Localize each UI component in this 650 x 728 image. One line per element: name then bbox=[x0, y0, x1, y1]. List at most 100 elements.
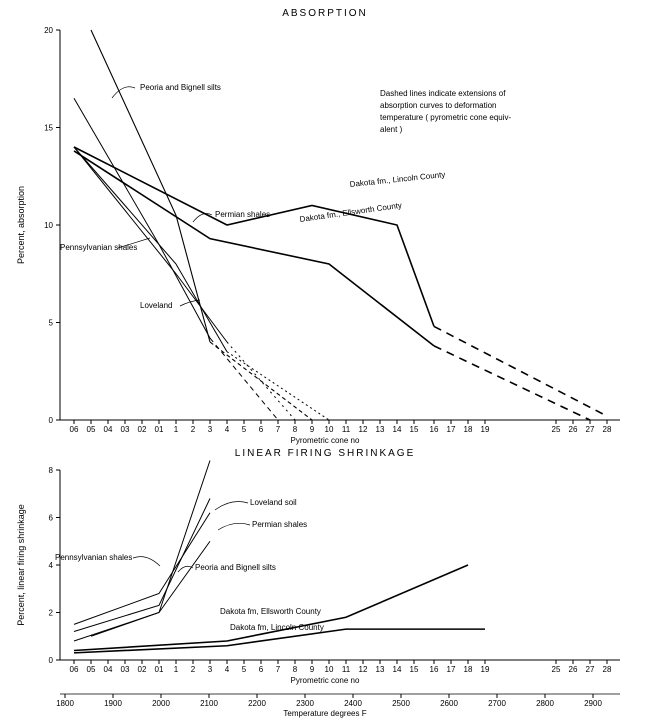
xtick: 25 bbox=[552, 425, 561, 434]
temp-tick: 2100 bbox=[200, 699, 218, 708]
xtick: 7 bbox=[276, 665, 281, 674]
xtick: 4 bbox=[225, 425, 230, 434]
xtick: 18 bbox=[464, 425, 473, 434]
chart-title: LINEAR FIRING SHRINKAGE bbox=[235, 448, 415, 459]
y-axis-label: Percent, absorption bbox=[16, 186, 26, 264]
series-line bbox=[74, 147, 434, 326]
series-label: Pennsylvanian shales bbox=[60, 243, 137, 252]
xtick: 13 bbox=[376, 665, 385, 674]
xtick: 15 bbox=[410, 665, 419, 674]
ytick: 4 bbox=[49, 561, 54, 570]
temp-tick: 2800 bbox=[536, 699, 554, 708]
ytick: 10 bbox=[44, 221, 53, 230]
xtick: 27 bbox=[586, 665, 595, 674]
xtick: 2 bbox=[191, 665, 196, 674]
xtick: 25 bbox=[552, 665, 561, 674]
series-label: Dakota fm, Ellsworth County bbox=[220, 607, 321, 616]
xtick: 06 bbox=[70, 425, 79, 434]
chart-note: Dashed lines indicate extensions of bbox=[380, 89, 506, 98]
xtick: 3 bbox=[208, 665, 213, 674]
temp-tick: 2300 bbox=[296, 699, 314, 708]
xtick: 01 bbox=[155, 665, 164, 674]
xtick: 27 bbox=[586, 425, 595, 434]
xtick: 26 bbox=[569, 665, 578, 674]
label-leader bbox=[178, 566, 193, 572]
temp-tick: 2400 bbox=[344, 699, 362, 708]
xtick: 04 bbox=[104, 665, 113, 674]
label-leader bbox=[215, 502, 248, 510]
xtick: 03 bbox=[121, 425, 130, 434]
chart-title: ABSORPTION bbox=[282, 8, 368, 19]
series-line-ext bbox=[210, 342, 312, 420]
xtick: 1 bbox=[174, 425, 179, 434]
xtick: 04 bbox=[104, 425, 113, 434]
xtick: 28 bbox=[603, 425, 612, 434]
chart-note: temperature ( pyrometric cone equiv- bbox=[380, 113, 512, 122]
series-line-ext bbox=[210, 338, 278, 420]
series-line bbox=[74, 513, 210, 625]
xtick: 19 bbox=[481, 425, 490, 434]
series-line bbox=[74, 461, 210, 642]
xtick: 14 bbox=[393, 425, 402, 434]
temp-tick: 2000 bbox=[152, 699, 170, 708]
xtick: 11 bbox=[342, 665, 351, 674]
xtick: 11 bbox=[342, 425, 351, 434]
xtick: 14 bbox=[393, 665, 402, 674]
series-label: Dakota fm., Ellsworth County bbox=[299, 201, 402, 224]
temp-tick: 2200 bbox=[248, 699, 266, 708]
ytick: 20 bbox=[44, 26, 53, 35]
series-line bbox=[74, 629, 485, 653]
ytick: 6 bbox=[49, 514, 54, 523]
xtick: 12 bbox=[359, 665, 368, 674]
xtick: 06 bbox=[70, 665, 79, 674]
series-line bbox=[74, 499, 210, 632]
temp-axis-label: Temperature degrees F bbox=[283, 709, 366, 718]
xtick: 05 bbox=[87, 425, 96, 434]
ytick: 0 bbox=[49, 656, 54, 665]
xtick: 12 bbox=[359, 425, 368, 434]
y-axis-label: Percent, linear firing shrinkage bbox=[16, 504, 26, 626]
series-label: Pennsylvanian shales bbox=[55, 553, 132, 562]
ytick: 15 bbox=[44, 124, 53, 133]
xtick: 15 bbox=[410, 425, 419, 434]
temp-tick: 2700 bbox=[488, 699, 506, 708]
xtick: 28 bbox=[603, 665, 612, 674]
chart-figure: 0510152006050403020112345678910111213141… bbox=[0, 0, 650, 728]
series-label: Peoria and Bignell silts bbox=[195, 563, 276, 572]
xtick: 17 bbox=[447, 425, 456, 434]
xtick: 13 bbox=[376, 425, 385, 434]
series-label: Loveland bbox=[140, 301, 172, 310]
x-axis-label: Pyrometric cone no bbox=[291, 676, 360, 685]
series-label: Dakota fm, Lincoln County bbox=[230, 623, 324, 632]
xtick: 01 bbox=[155, 425, 164, 434]
label-leader bbox=[133, 557, 160, 566]
xtick: 6 bbox=[259, 665, 264, 674]
xtick: 7 bbox=[276, 425, 281, 434]
xtick: 3 bbox=[208, 425, 213, 434]
temp-tick: 2900 bbox=[584, 699, 602, 708]
xtick: 9 bbox=[310, 665, 315, 674]
temp-tick: 2600 bbox=[440, 699, 458, 708]
xtick: 6 bbox=[259, 425, 264, 434]
series-label: Loveland soil bbox=[250, 498, 297, 507]
temp-tick: 1800 bbox=[56, 699, 74, 708]
xtick: 05 bbox=[87, 665, 96, 674]
temp-tick: 1900 bbox=[104, 699, 122, 708]
xtick: 19 bbox=[481, 665, 490, 674]
xtick: 2 bbox=[191, 425, 196, 434]
series-line-ext bbox=[434, 346, 590, 420]
temp-tick: 2500 bbox=[392, 699, 410, 708]
label-leader bbox=[193, 214, 212, 222]
xtick: 5 bbox=[242, 665, 247, 674]
series-label: Dakota fm., Lincoln County bbox=[349, 170, 445, 189]
series-line-ext bbox=[434, 326, 607, 416]
xtick: 1 bbox=[174, 665, 179, 674]
label-leader bbox=[112, 87, 135, 98]
chart-note: alent ) bbox=[380, 125, 403, 134]
xtick: 8 bbox=[293, 425, 298, 434]
series-label: Peoria and Bignell silts bbox=[140, 83, 221, 92]
ytick: 8 bbox=[49, 466, 54, 475]
xtick: 02 bbox=[138, 425, 147, 434]
x-axis-label: Pyrometric cone no bbox=[291, 436, 360, 445]
xtick: 16 bbox=[430, 425, 439, 434]
